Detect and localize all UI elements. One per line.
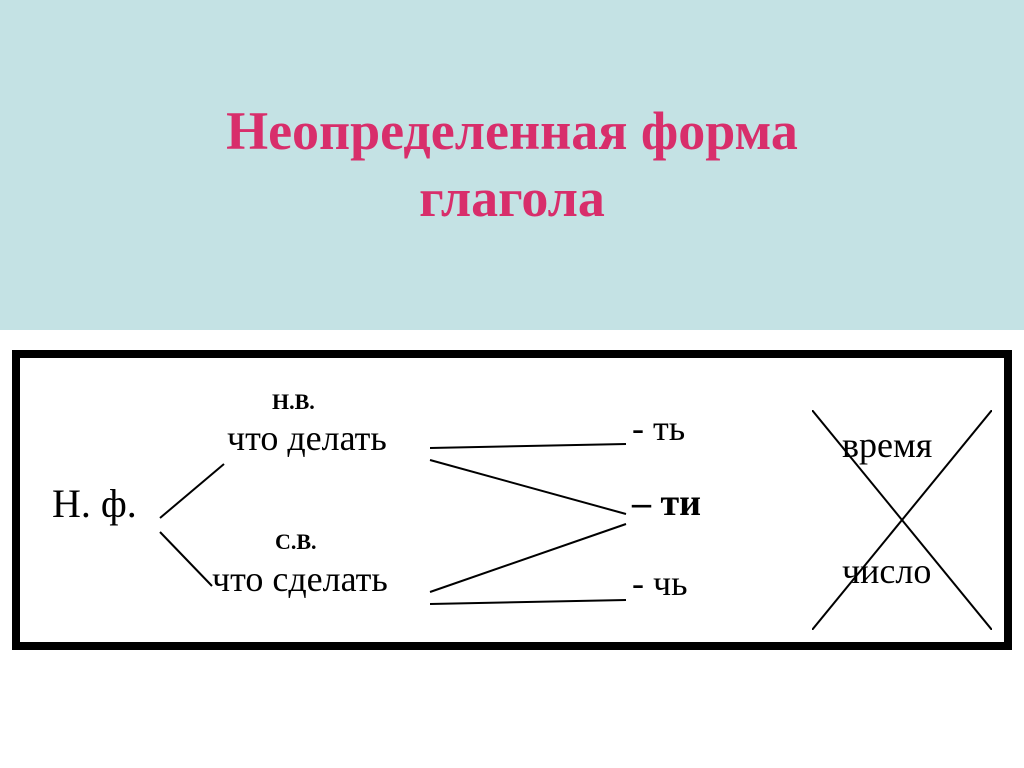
slide-title-area: Неопределенная форма глагола [0,0,1024,330]
title-line-2: глагола [226,165,798,233]
cross-svg [812,410,992,630]
slide-diagram-area: Н. ф. Н.В. что делать С.В. что сделать -… [0,330,1024,768]
slide-title: Неопределенная форма глагола [226,98,798,233]
title-line-1: Неопределенная форма [226,98,798,166]
